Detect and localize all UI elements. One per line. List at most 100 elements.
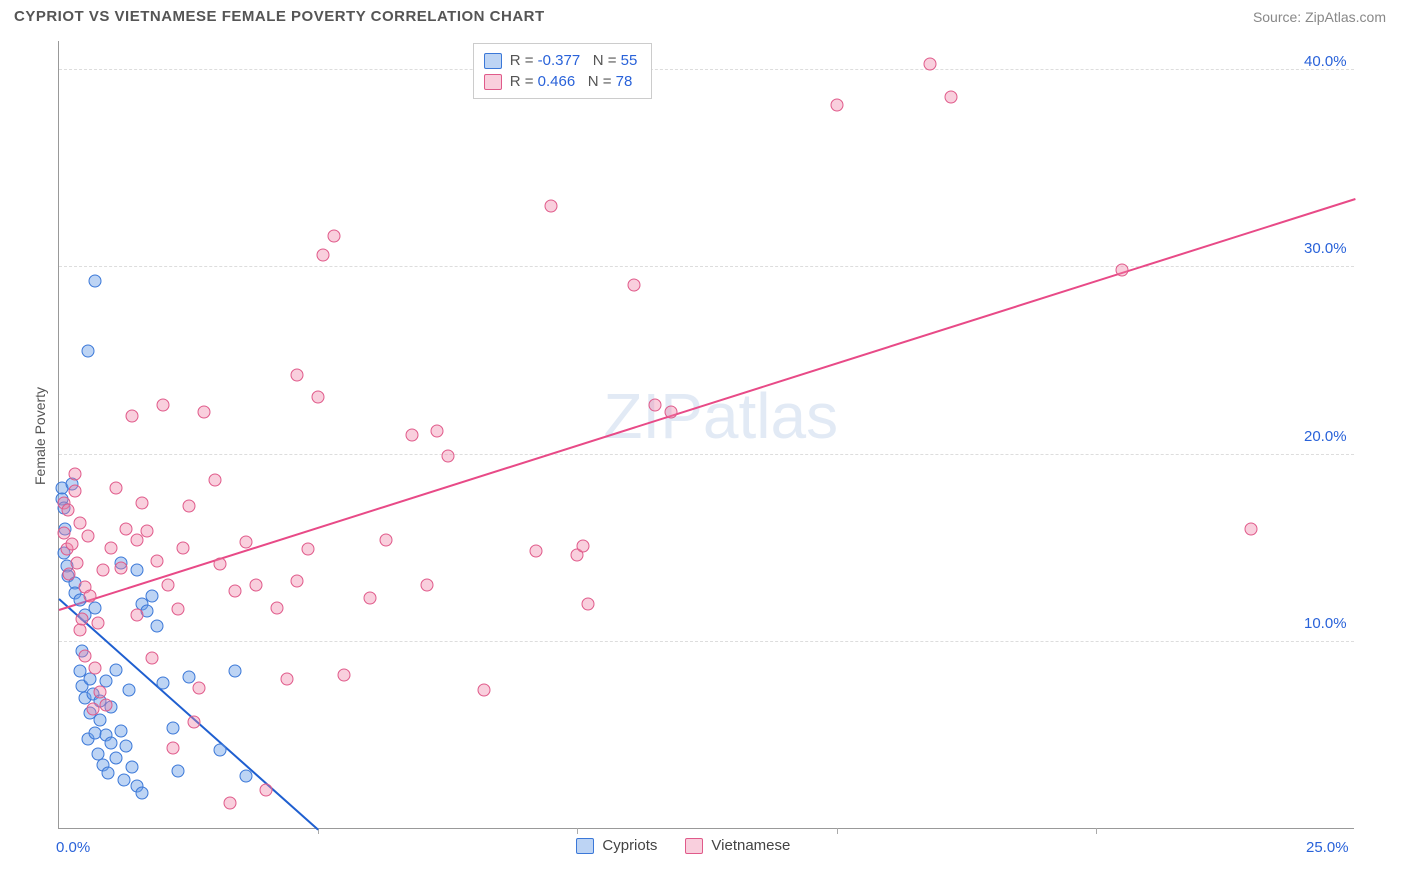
data-point (405, 429, 418, 442)
chart-source: Source: ZipAtlas.com (1253, 9, 1386, 25)
data-point (317, 248, 330, 261)
x-tick-label-max: 25.0% (1306, 839, 1349, 856)
y-tick-label: 20.0% (1304, 428, 1347, 445)
data-point (146, 652, 159, 665)
source-link[interactable]: ZipAtlas.com (1305, 9, 1386, 25)
data-point (110, 751, 123, 764)
data-point (576, 539, 589, 552)
data-point (161, 579, 174, 592)
data-point (213, 558, 226, 571)
source-prefix: Source: (1253, 9, 1305, 25)
data-point (151, 554, 164, 567)
data-point (172, 764, 185, 777)
data-point (89, 661, 102, 674)
data-point (115, 562, 128, 575)
data-point (1245, 522, 1258, 535)
x-tick-label-min: 0.0% (56, 839, 90, 856)
watermark: ZIPatlas (603, 379, 838, 453)
data-point (239, 770, 252, 783)
data-point (187, 716, 200, 729)
data-point (224, 796, 237, 809)
data-point (364, 592, 377, 605)
legend-swatch (484, 53, 502, 69)
data-point (120, 740, 133, 753)
data-point (130, 534, 143, 547)
gridline-horizontal (59, 641, 1354, 642)
data-point (478, 684, 491, 697)
data-point (65, 537, 78, 550)
stats-legend-row: R = 0.466 N = 78 (484, 71, 638, 92)
data-point (104, 541, 117, 554)
series-legend-item: Cypriots (576, 837, 657, 854)
data-point (229, 665, 242, 678)
data-point (529, 545, 542, 558)
data-point (78, 650, 91, 663)
series-legend: Cypriots Vietnamese (576, 837, 790, 854)
data-point (84, 672, 97, 685)
data-point (135, 496, 148, 509)
chart-area: ZIPatlasFemale Poverty10.0%20.0%30.0%40.… (14, 35, 1392, 887)
legend-stats: R = 0.466 N = 78 (510, 73, 633, 90)
data-point (73, 624, 86, 637)
plot-region: ZIPatlas (58, 41, 1354, 829)
data-point (182, 671, 195, 684)
legend-swatch (685, 838, 703, 854)
data-point (944, 91, 957, 104)
data-point (125, 410, 138, 423)
chart-title: CYPRIOT VS VIETNAMESE FEMALE POVERTY COR… (14, 8, 545, 25)
legend-label: Cypriots (602, 837, 657, 854)
data-point (379, 534, 392, 547)
legend-stats: R = -0.377 N = 55 (510, 52, 638, 69)
data-point (1115, 263, 1128, 276)
data-point (94, 714, 107, 727)
chart-header: CYPRIOT VS VIETNAMESE FEMALE POVERTY COR… (0, 0, 1406, 31)
data-point (198, 406, 211, 419)
data-point (130, 609, 143, 622)
data-point (110, 481, 123, 494)
data-point (270, 601, 283, 614)
data-point (110, 663, 123, 676)
data-point (89, 601, 102, 614)
data-point (81, 530, 94, 543)
data-point (260, 783, 273, 796)
data-point (62, 504, 75, 517)
data-point (167, 721, 180, 734)
data-point (167, 742, 180, 755)
stats-legend-row: R = -0.377 N = 55 (484, 50, 638, 71)
data-point (146, 590, 159, 603)
stats-legend: R = -0.377 N = 55 R = 0.466 N = 78 (473, 43, 653, 99)
y-axis-title: Female Poverty (32, 387, 48, 485)
data-point (923, 57, 936, 70)
data-point (102, 766, 115, 779)
data-point (208, 474, 221, 487)
data-point (156, 398, 169, 411)
data-point (104, 736, 117, 749)
x-tick (577, 828, 578, 834)
data-point (91, 616, 104, 629)
data-point (431, 425, 444, 438)
data-point (649, 398, 662, 411)
data-point (177, 541, 190, 554)
data-point (120, 522, 133, 535)
data-point (581, 597, 594, 610)
data-point (122, 684, 135, 697)
x-tick (837, 828, 838, 834)
data-point (141, 524, 154, 537)
data-point (291, 368, 304, 381)
gridline-horizontal (59, 454, 1354, 455)
data-point (301, 543, 314, 556)
data-point (135, 787, 148, 800)
data-point (125, 761, 138, 774)
data-point (81, 344, 94, 357)
data-point (249, 579, 262, 592)
series-legend-item: Vietnamese (685, 837, 790, 854)
data-point (73, 517, 86, 530)
data-point (172, 603, 185, 616)
legend-swatch (484, 74, 502, 90)
data-point (84, 590, 97, 603)
data-point (115, 725, 128, 738)
data-point (99, 699, 112, 712)
data-point (71, 556, 84, 569)
legend-swatch (576, 838, 594, 854)
data-point (130, 564, 143, 577)
